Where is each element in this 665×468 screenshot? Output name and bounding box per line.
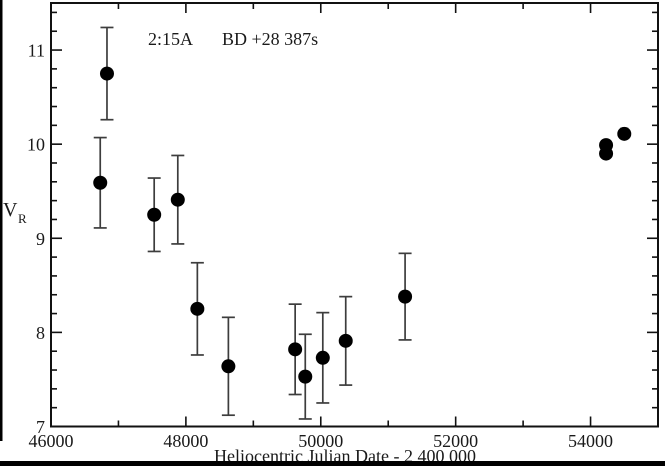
plot-title-identifier: 2:15A [148, 29, 193, 49]
y-axis-label: V [3, 199, 18, 221]
data-point [93, 175, 108, 190]
x-tick-label: 46000 [29, 431, 74, 451]
data-point [298, 369, 313, 384]
plot-border [50, 2, 659, 428]
data-point [147, 207, 162, 222]
y-axis-label-subscript: R [18, 211, 27, 226]
data-point [288, 342, 303, 357]
data-point [190, 301, 205, 316]
y-tick-label: 10 [27, 135, 45, 155]
plot-title-star-name: BD +28 387s [222, 29, 318, 49]
data-point [99, 66, 114, 81]
data-point [599, 146, 614, 161]
y-tick-labels: 7 8 9 10 11 [27, 41, 45, 437]
data-point [315, 350, 330, 365]
x-tick-labels: 46000 48000 50000 52000 54000 [29, 431, 614, 451]
y-tick-label: 11 [28, 41, 45, 61]
data-point [221, 359, 236, 374]
data-point [338, 333, 353, 348]
data-points [93, 66, 632, 384]
data-point [617, 126, 632, 141]
y-tick-label: 7 [36, 417, 45, 437]
x-tick-label: 50000 [298, 431, 343, 451]
y-tick-label: 9 [36, 229, 45, 249]
error-bars [93, 26, 412, 420]
x-tick-label: 48000 [163, 431, 208, 451]
axis-ticks [51, 3, 658, 427]
x-tick-label: 54000 [568, 431, 613, 451]
data-point [398, 289, 413, 304]
y-tick-label: 8 [36, 323, 45, 343]
scan-edge-left-line [0, 0, 3, 441]
data-point [170, 192, 185, 207]
scan-edge-bottom-bar [0, 461, 665, 466]
x-tick-label: 52000 [433, 431, 478, 451]
